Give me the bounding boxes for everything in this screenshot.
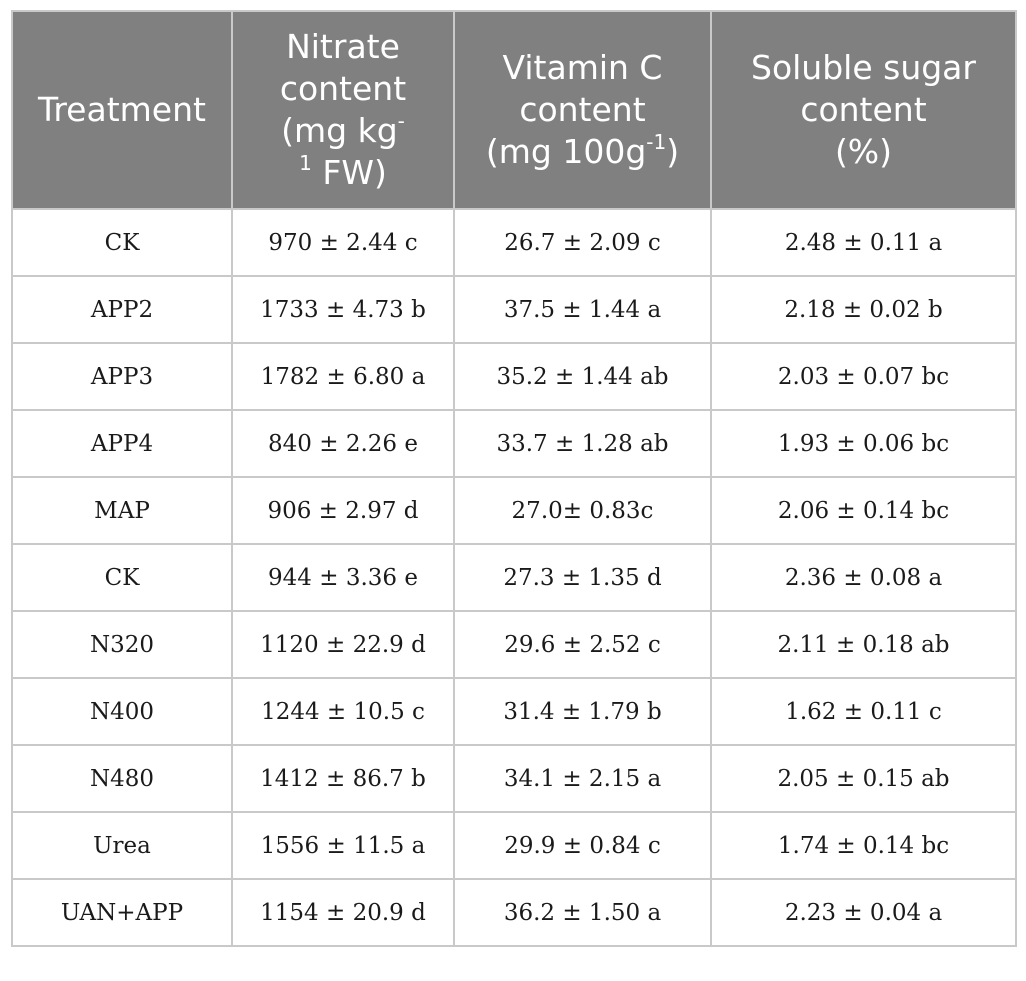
header-nitrate: Nitrate content (mg kg- 1 FW) (231, 10, 455, 210)
cell-treatment: Urea (11, 811, 233, 880)
cell-vitc: 27.0± 0.83c (453, 476, 712, 545)
cell-nitrate: 1120 ± 22.9 d (231, 610, 455, 679)
cell-nitrate: 1412 ± 86.7 b (231, 744, 455, 813)
cell-sugar: 1.74 ± 0.14 bc (710, 811, 1017, 880)
cell-vitc: 29.6 ± 2.52 c (453, 610, 712, 679)
header-vitc-line2: content (519, 90, 646, 129)
cell-sugar: 1.62 ± 0.11 c (710, 677, 1017, 746)
header-vitc-unit-a: (mg 100g (485, 132, 647, 171)
header-vitamin-c: Vitamin C content (mg 100g-1) (453, 10, 712, 210)
cell-sugar: 2.18 ± 0.02 b (710, 275, 1017, 344)
table-row: N480 1412 ± 86.7 b 34.1 ± 2.15 a 2.05 ± 0.1… (11, 744, 1017, 813)
cell-nitrate: 1733 ± 4.73 b (231, 275, 455, 344)
cell-vitc: 26.7 ± 2.09 c (453, 208, 712, 277)
header-nitrate-unit-b: FW) (311, 153, 387, 192)
table-header: Treatment Nitrate content (mg kg- 1 FW) … (11, 10, 1017, 210)
table-row: CK 970 ± 2.44 c 26.7 ± 2.09 c 2.48 ± 0.11 a (11, 208, 1017, 277)
cell-treatment: MAP (11, 476, 233, 545)
cell-treatment: UAN+APP (11, 878, 233, 947)
table-row: N400 1244 ± 10.5 c 31.4 ± 1.79 b 1.62 ± 0.1… (11, 677, 1017, 746)
cell-vitc: 33.7 ± 1.28 ab (453, 409, 712, 478)
cell-vitc: 37.5 ± 1.44 a (453, 275, 712, 344)
cell-nitrate: 944 ± 3.36 e (231, 543, 455, 612)
header-vitc-line1: Vitamin C (502, 48, 663, 87)
cell-treatment: CK (11, 208, 233, 277)
header-nitrate-sup-minus: - (397, 109, 405, 133)
table-row: APP2 1733 ± 4.73 b 37.5 ± 1.44 a 2.18 ± 0.0… (11, 275, 1017, 344)
cell-sugar: 2.11 ± 0.18 ab (710, 610, 1017, 679)
cell-vitc: 36.2 ± 1.50 a (453, 878, 712, 947)
header-vitc-unit-b: ) (666, 132, 680, 171)
cell-treatment: CK (11, 543, 233, 612)
cell-treatment: N320 (11, 610, 233, 679)
header-sugar-line3: (%) (834, 132, 893, 171)
cell-vitc: 34.1 ± 2.15 a (453, 744, 712, 813)
header-treatment-label: Treatment (38, 90, 206, 129)
header-nitrate-line1: Nitrate (286, 27, 400, 66)
header-row: Treatment Nitrate content (mg kg- 1 FW) … (11, 10, 1017, 210)
cell-vitc: 31.4 ± 1.79 b (453, 677, 712, 746)
cell-sugar: 2.23 ± 0.04 a (710, 878, 1017, 947)
table-row: MAP 906 ± 2.97 d 27.0± 0.83c 2.06 ± 0.14 bc (11, 476, 1017, 545)
header-vitc-sup: -1 (646, 130, 667, 154)
header-nitrate-line3: (mg kg- (233, 110, 453, 152)
cell-nitrate: 970 ± 2.44 c (231, 208, 455, 277)
cell-vitc: 35.2 ± 1.44 ab (453, 342, 712, 411)
cell-treatment: APP3 (11, 342, 233, 411)
cell-nitrate: 1154 ± 20.9 d (231, 878, 455, 947)
table-row: APP3 1782 ± 6.80 a 35.2 ± 1.44 ab 2.03 ± 0.… (11, 342, 1017, 411)
cell-vitc: 27.3 ± 1.35 d (453, 543, 712, 612)
cell-sugar: 2.36 ± 0.08 a (710, 543, 1017, 612)
table-row: CK 944 ± 3.36 e 27.3 ± 1.35 d 2.36 ± 0.08 a (11, 543, 1017, 612)
cell-treatment: N400 (11, 677, 233, 746)
cell-sugar: 2.06 ± 0.14 bc (710, 476, 1017, 545)
table-body: CK 970 ± 2.44 c 26.7 ± 2.09 c 2.48 ± 0.11 a… (11, 208, 1017, 947)
header-vitc-line3: (mg 100g-1) (455, 131, 710, 173)
header-nitrate-line2: content (279, 69, 407, 108)
cell-treatment: APP2 (11, 275, 233, 344)
results-table: Treatment Nitrate content (mg kg- 1 FW) … (11, 10, 1017, 947)
cell-treatment: APP4 (11, 409, 233, 478)
cell-nitrate: 840 ± 2.26 e (231, 409, 455, 478)
cell-sugar: 2.48 ± 0.11 a (710, 208, 1017, 277)
table-row: UAN+APP 1154 ± 20.9 d 36.2 ± 1.50 a 2.23 ± … (11, 878, 1017, 947)
header-nitrate-line4: 1 FW) (233, 152, 453, 194)
cell-treatment: N480 (11, 744, 233, 813)
table-row: APP4 840 ± 2.26 e 33.7 ± 1.28 ab 1.93 ± 0.0… (11, 409, 1017, 478)
header-sugar-line2: content (800, 90, 927, 129)
cell-sugar: 1.93 ± 0.06 bc (710, 409, 1017, 478)
table-row: Urea 1556 ± 11.5 a 29.9 ± 0.84 c 1.74 ± 0.1… (11, 811, 1017, 880)
cell-nitrate: 1244 ± 10.5 c (231, 677, 455, 746)
header-sugar-line1: Soluble sugar (751, 48, 976, 87)
table-row: N320 1120 ± 22.9 d 29.6 ± 2.52 c 2.11 ± 0.1… (11, 610, 1017, 679)
cell-nitrate: 906 ± 2.97 d (231, 476, 455, 545)
header-nitrate-unit-a: (mg kg (281, 111, 398, 150)
header-nitrate-sup-one: 1 (299, 151, 312, 175)
header-soluble-sugar: Soluble sugar content (%) (710, 10, 1017, 210)
cell-nitrate: 1782 ± 6.80 a (231, 342, 455, 411)
cell-sugar: 2.05 ± 0.15 ab (710, 744, 1017, 813)
header-treatment: Treatment (11, 10, 233, 210)
cell-vitc: 29.9 ± 0.84 c (453, 811, 712, 880)
cell-nitrate: 1556 ± 11.5 a (231, 811, 455, 880)
cell-sugar: 2.03 ± 0.07 bc (710, 342, 1017, 411)
